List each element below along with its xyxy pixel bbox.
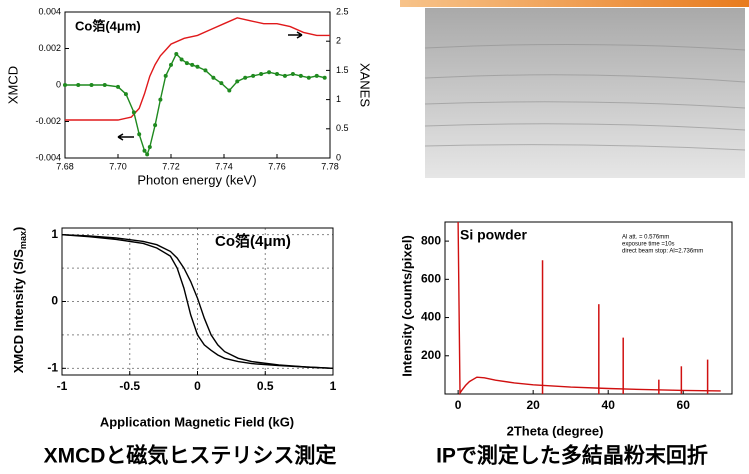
arrow <box>288 31 303 39</box>
x-tick-label: 20 <box>526 398 540 412</box>
data-line <box>61 234 334 369</box>
data-point <box>142 148 147 153</box>
caption: IPで測定した多結晶粉末回折 <box>436 444 708 468</box>
y-tick-label: 600 <box>421 272 441 286</box>
y2-tick-label: 1.5 <box>336 65 349 75</box>
data-point <box>290 72 295 77</box>
x-tick-label: 7.70 <box>109 161 127 171</box>
data-point <box>322 75 327 80</box>
data-line <box>61 234 334 369</box>
y2-tick-label: 2.5 <box>336 6 349 16</box>
y-tick-label: 0.004 <box>38 6 61 16</box>
y-tick-label: 0 <box>51 294 58 308</box>
data-point <box>219 81 224 86</box>
x-tick-label: 7.74 <box>215 161 233 171</box>
data-point <box>89 83 94 87</box>
y-tick-label: -1 <box>47 360 58 374</box>
data-point <box>275 72 279 77</box>
x-tick-label: 0.5 <box>257 379 274 393</box>
caption: XMCDと磁気ヒステリシス測定 <box>44 444 337 468</box>
y-tick-label: 0.002 <box>38 43 61 53</box>
x-axis-label: 2Theta (degree) <box>507 423 604 438</box>
y-axis-label: Intensity (counts/pixel) <box>399 235 414 377</box>
data-point <box>314 73 319 78</box>
data-point <box>243 75 248 80</box>
y-axis-label-part: max <box>18 231 28 249</box>
data-point <box>147 145 152 150</box>
y-tick-label: -0.004 <box>35 152 61 162</box>
data-point <box>195 64 200 69</box>
y-tick-label: 400 <box>421 310 441 324</box>
data-point <box>158 97 163 102</box>
annotation: Co箔(4μm) <box>75 18 141 33</box>
data-point <box>123 92 128 97</box>
y2-tick-label: 1 <box>336 94 341 104</box>
y-tick-label: 1 <box>51 227 58 241</box>
y2-tick-label: 0 <box>336 152 341 162</box>
x-axis-label: Application Magnetic Field (kG) <box>100 414 294 429</box>
note: direct beam stop: Al=2.736mm <box>622 249 703 255</box>
data-point <box>163 73 168 78</box>
note: exposure time =10s <box>622 242 675 248</box>
y2-tick-label: 2 <box>336 36 341 46</box>
plot-frame <box>444 221 733 395</box>
data-point <box>251 73 256 78</box>
annotation: Si powder <box>460 227 527 243</box>
image-rings <box>424 43 746 151</box>
annotation: Co箔(4μm) <box>215 232 291 250</box>
data-point <box>259 72 264 77</box>
data-point <box>63 83 67 87</box>
data-point <box>174 51 179 56</box>
data-point <box>282 73 287 78</box>
y-tick-label: 0 <box>56 79 61 89</box>
x-tick-label: 7.72 <box>162 161 180 171</box>
y-tick-label: -0.002 <box>35 116 61 126</box>
detector-image <box>425 8 745 178</box>
data-point <box>137 132 142 137</box>
data-point <box>116 84 120 89</box>
x-tick-label: -1 <box>57 379 68 393</box>
y-tick-label: 200 <box>421 348 441 362</box>
data-line <box>65 17 330 121</box>
data-line <box>65 52 325 156</box>
x-tick-label: 1 <box>330 379 337 393</box>
y-tick-label: 800 <box>421 233 441 247</box>
data-point <box>235 79 240 84</box>
note: Al att. = 0.576mm <box>622 235 669 241</box>
data-point <box>76 83 81 87</box>
arrow <box>117 133 134 141</box>
data-point <box>211 75 216 80</box>
data-point <box>179 57 184 62</box>
data-point <box>203 68 208 73</box>
data-point <box>298 73 303 78</box>
data-point <box>267 70 272 75</box>
y-axis-label-part: ) <box>11 227 26 231</box>
x-tick-label: -0.5 <box>119 379 140 393</box>
data-point <box>102 83 107 87</box>
x-tick-label: 0 <box>455 398 462 412</box>
data-point <box>131 110 136 115</box>
data-point <box>227 88 232 93</box>
x-tick-label: 7.78 <box>321 161 339 171</box>
y2-axis-label: XANES <box>358 63 373 107</box>
y-axis-label: XMCD Intensity (S/Smax) <box>11 227 28 374</box>
x-tick-label: 0 <box>194 379 201 393</box>
data-point <box>306 75 311 80</box>
data-point <box>153 123 158 128</box>
x-axis-label: Photon energy (keV) <box>137 172 256 187</box>
x-tick-label: 40 <box>602 398 616 412</box>
x-tick-label: 7.76 <box>268 161 286 171</box>
data-line <box>457 221 721 396</box>
y-axis-label-part: XMCD Intensity (S/S <box>11 249 26 374</box>
x-tick-label: 60 <box>677 398 691 412</box>
data-point <box>184 61 189 66</box>
data-point <box>145 152 150 157</box>
y2-tick-label: 0.5 <box>336 123 349 133</box>
data-point <box>190 62 195 67</box>
x-tick-label: 7.68 <box>56 161 74 171</box>
header-bar <box>400 0 749 7</box>
data-point <box>169 62 173 67</box>
y-axis-label: XMCD <box>5 66 20 104</box>
